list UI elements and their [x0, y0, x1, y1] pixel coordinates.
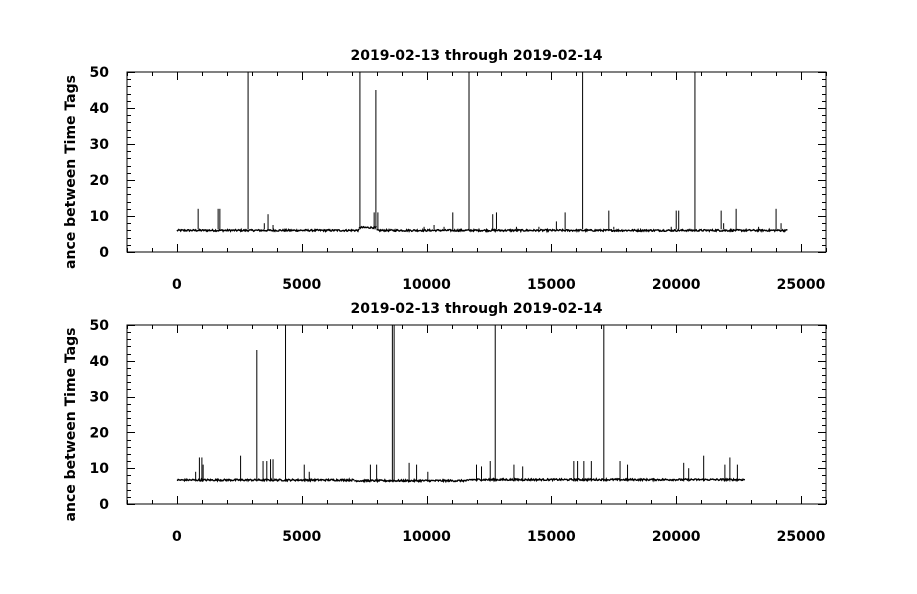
series-1	[176, 325, 746, 484]
x-tick-label: 10000	[402, 529, 451, 545]
x-tick-label: 5000	[282, 529, 321, 545]
baseline-segment	[354, 477, 470, 484]
baseline-segment	[176, 227, 360, 233]
y-tick-label: 30	[90, 390, 110, 406]
series-1	[176, 72, 788, 234]
chart-title: 2019-02-13 through 2019-02-14	[351, 301, 603, 317]
x-tick-label: 25000	[777, 277, 826, 293]
y-axis-label: ance between Time Tags	[63, 75, 79, 269]
plot-frame	[126, 71, 827, 253]
baseline-segment	[176, 477, 355, 483]
chart-panel-1: 2019-02-13 through 2019-02-14 ance betwee…	[63, 48, 827, 293]
x-tick-label: 0	[172, 277, 182, 293]
chart-title: 2019-02-13 through 2019-02-14	[351, 48, 603, 64]
y-tick-label: 20	[90, 173, 110, 189]
y-tick-label: 10	[90, 209, 110, 225]
y-tick-label: 20	[90, 425, 110, 441]
baseline-segment	[468, 477, 746, 483]
baseline-segment	[376, 227, 788, 234]
y-axis-label: ance between Time Tags	[63, 328, 79, 522]
x-tick-label: 5000	[282, 277, 321, 293]
x-tick-label: 0	[172, 529, 182, 545]
y-tick-label: 40	[90, 354, 110, 370]
y-tick-label: 0	[99, 497, 109, 513]
y-tick-label: 10	[90, 461, 110, 477]
x-tick-label: 25000	[777, 529, 826, 545]
x-tick-label: 20000	[652, 529, 701, 545]
y-tick-label: 40	[90, 101, 110, 117]
x-tick-label: 15000	[527, 277, 576, 293]
x-tick-label: 10000	[402, 277, 451, 293]
x-tick-label: 15000	[527, 529, 576, 545]
y-tick-label: 30	[90, 137, 110, 153]
plot-frame	[126, 324, 827, 505]
y-tick-label: 50	[90, 65, 110, 81]
y-tick-label: 0	[99, 245, 109, 261]
x-tick-label: 20000	[652, 277, 701, 293]
chart-panel-2: 2019-02-13 through 2019-02-14 ance betwee…	[63, 301, 827, 545]
y-tick-label: 50	[90, 318, 110, 334]
